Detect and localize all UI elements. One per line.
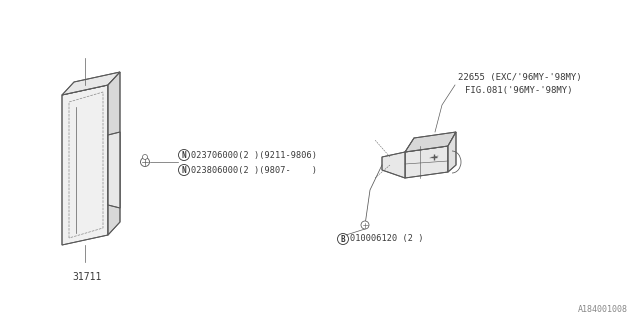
Text: B: B [340, 235, 346, 244]
Polygon shape [448, 132, 456, 172]
Circle shape [141, 157, 150, 166]
Text: 31711: 31711 [72, 272, 101, 282]
Text: 023806000(2 )(9807-    ): 023806000(2 )(9807- ) [191, 165, 317, 174]
Polygon shape [62, 85, 108, 245]
Text: A184001008: A184001008 [578, 305, 628, 314]
Circle shape [337, 234, 349, 244]
Polygon shape [108, 72, 120, 235]
Circle shape [143, 155, 147, 159]
Circle shape [179, 149, 189, 161]
Text: 010006120 (2 ): 010006120 (2 ) [350, 235, 424, 244]
Text: FIG.081('96MY-'98MY): FIG.081('96MY-'98MY) [465, 86, 573, 95]
Text: N: N [182, 150, 186, 159]
Circle shape [179, 164, 189, 175]
Polygon shape [382, 152, 405, 178]
Polygon shape [405, 132, 456, 152]
Polygon shape [108, 132, 120, 208]
Polygon shape [62, 72, 120, 95]
Text: 023706000(2 )(9211-9806): 023706000(2 )(9211-9806) [191, 150, 317, 159]
Text: 22655 (EXC/'96MY-'98MY): 22655 (EXC/'96MY-'98MY) [458, 73, 582, 82]
Polygon shape [405, 146, 448, 178]
Text: N: N [182, 165, 186, 174]
Circle shape [361, 221, 369, 229]
